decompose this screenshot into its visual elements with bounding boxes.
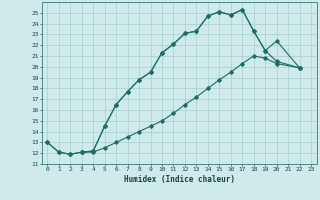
X-axis label: Humidex (Indice chaleur): Humidex (Indice chaleur) [124, 175, 235, 184]
